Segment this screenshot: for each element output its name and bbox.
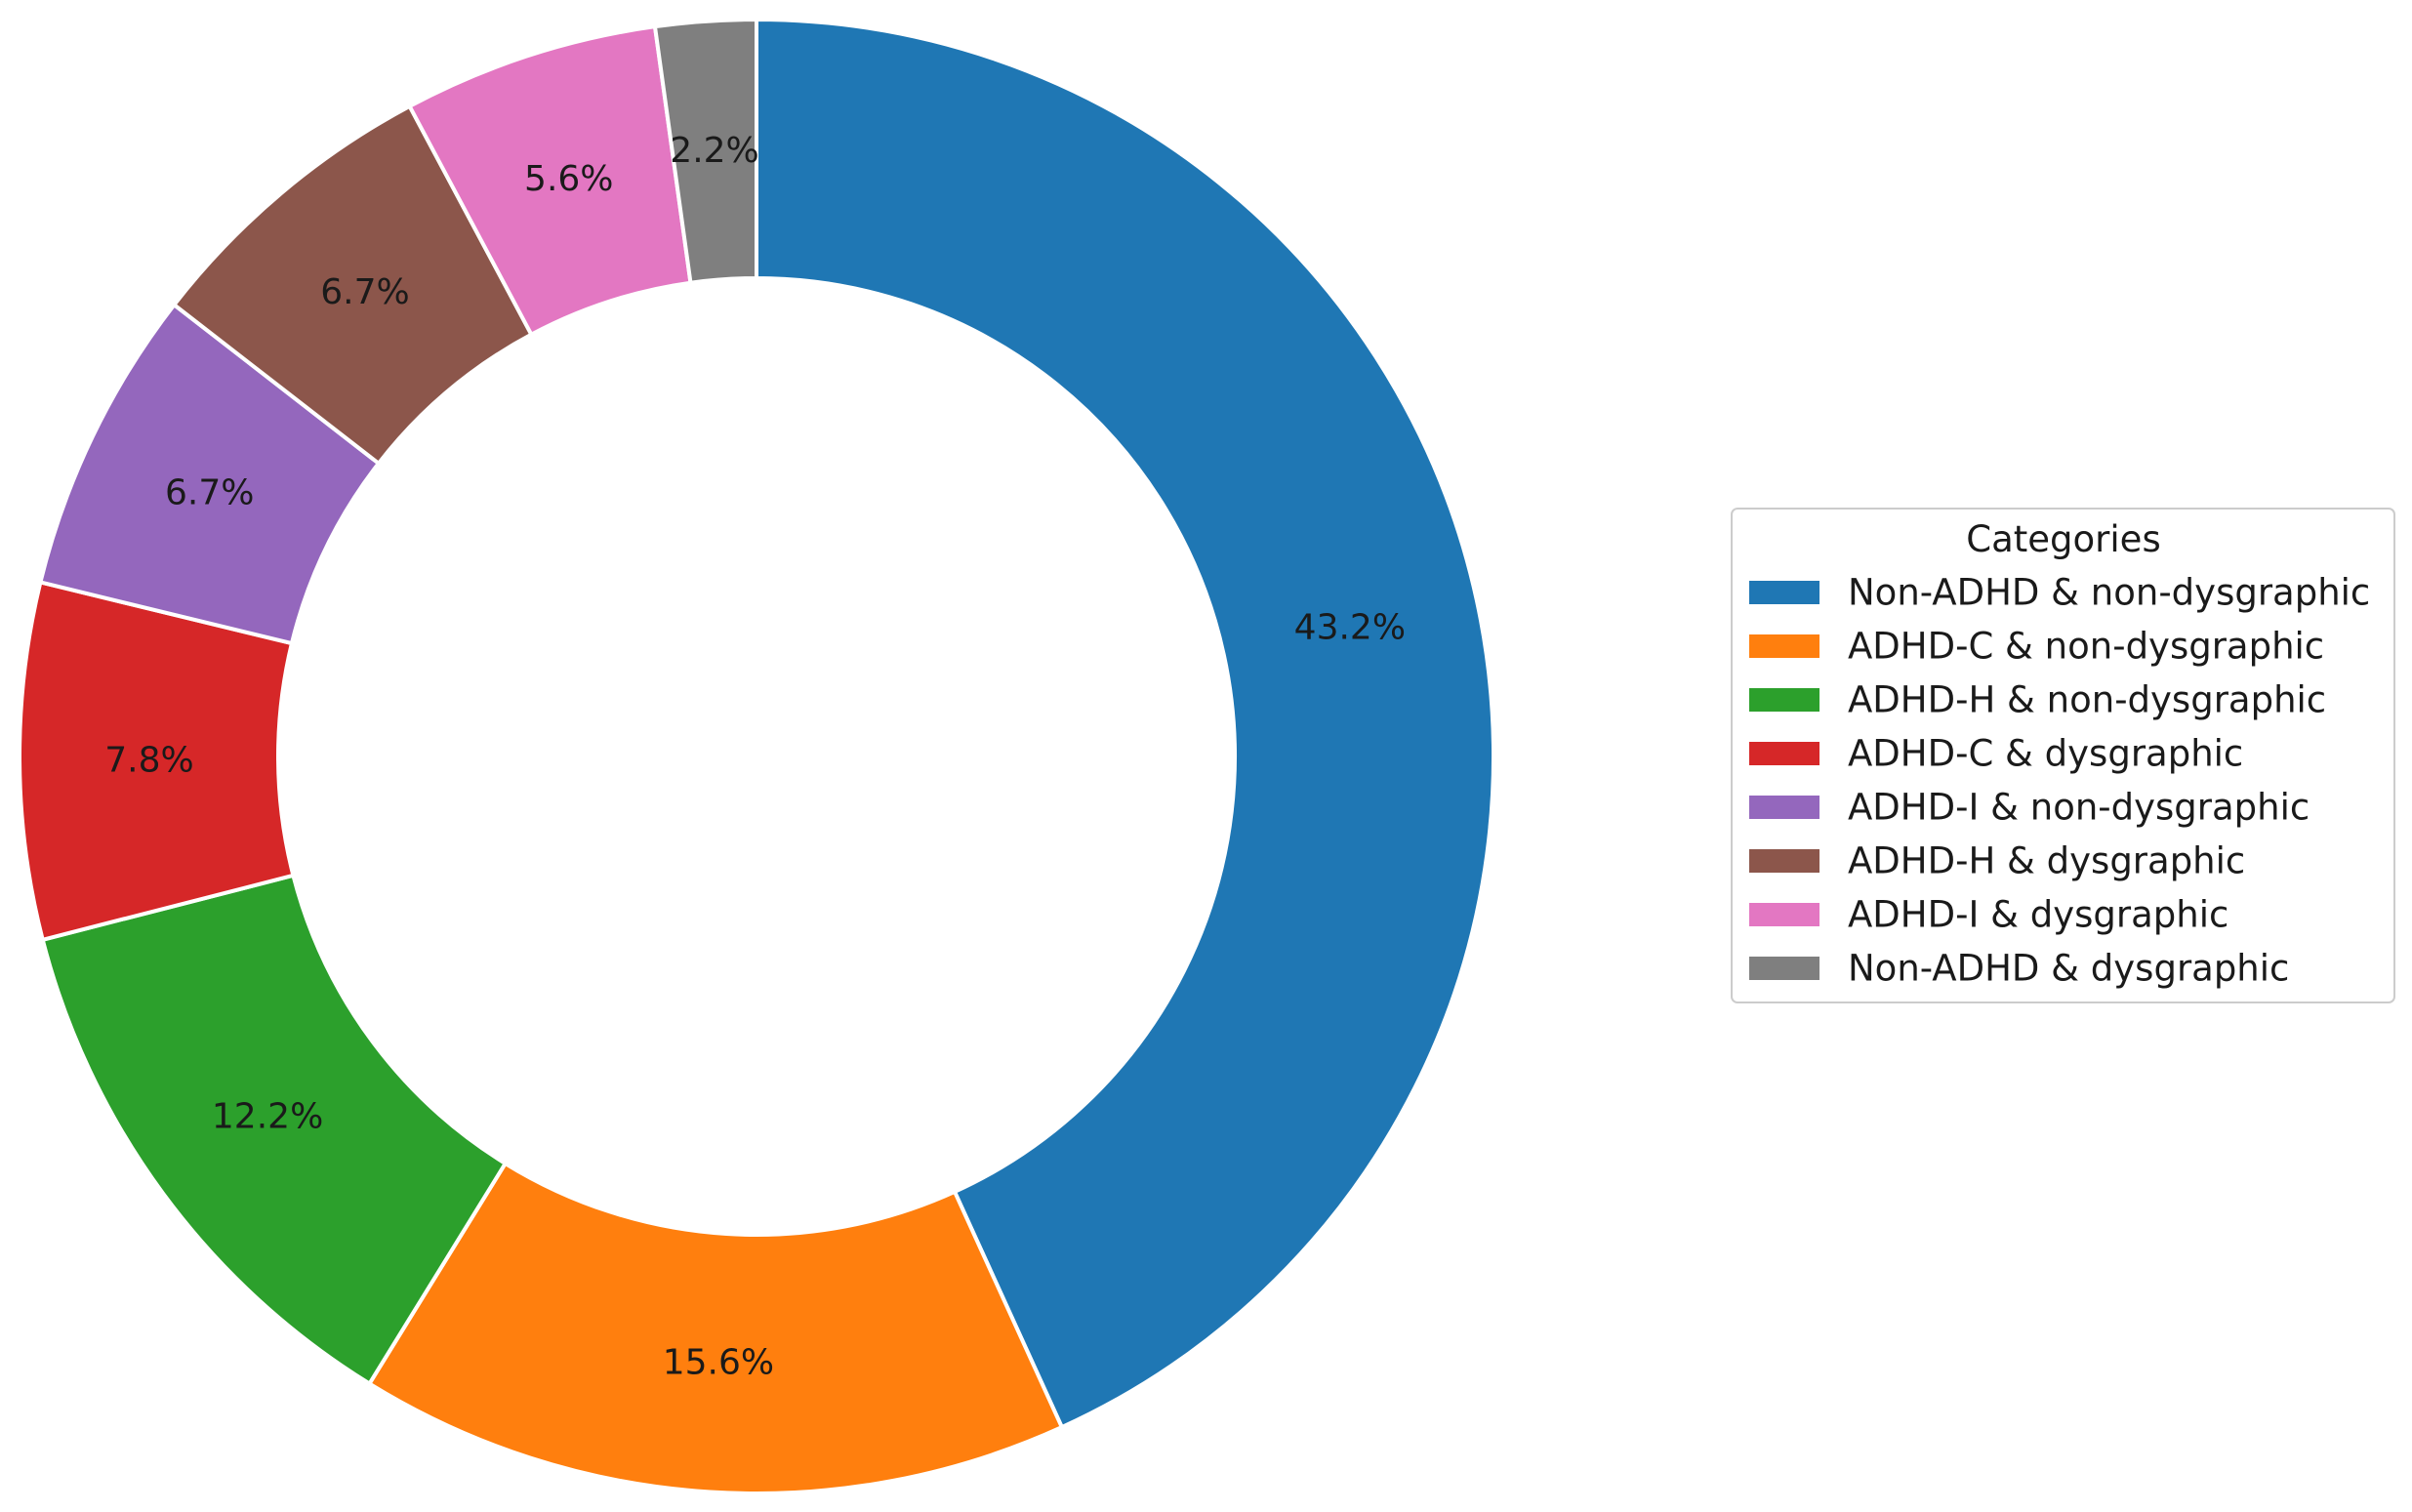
slice-adhd-h-and-non-dysgraphic: [40, 873, 508, 1386]
legend-label-non-adhd-and-dysgraphic: Non-ADHD & dysgraphic: [1848, 948, 2289, 990]
slice-label-adhd-i-and-dysgraphic: 5.6%: [524, 159, 613, 199]
slice-label-adhd-h-and-non-dysgraphic: 12.2%: [212, 1096, 323, 1136]
legend-label-adhd-i-and-dysgraphic: ADHD-I & dysgraphic: [1848, 894, 2228, 936]
slice-label-adhd-i-and-non-dysgraphic: 6.7%: [165, 472, 254, 512]
legend-label-adhd-c-and-dysgraphic: ADHD-C & dysgraphic: [1848, 733, 2243, 775]
legend-items: Non-ADHD & non-dysgraphic ADHD-C & non-dy…: [1749, 572, 2370, 990]
slice-label-non-adhd-and-dysgraphic: 2.2%: [670, 131, 758, 171]
legend-swatch-adhd-i-and-dysgraphic: [1749, 903, 1819, 926]
legend-swatch-non-adhd-and-dysgraphic: [1749, 957, 1819, 980]
legend-label-adhd-h-and-dysgraphic: ADHD-H & dysgraphic: [1848, 840, 2245, 882]
legend-frame: [1731, 508, 2395, 1003]
slice-non-adhd-and-non-dysgraphic: [755, 18, 1495, 1430]
donut-slices: [18, 18, 1495, 1495]
slice-label-adhd-h-and-dysgraphic: 6.7%: [320, 272, 409, 312]
slice-adhd-c-and-non-dysgraphic: [367, 1161, 1064, 1495]
legend-swatch-adhd-c-and-dysgraphic: [1749, 742, 1819, 765]
legend-swatch-adhd-h-and-dysgraphic: [1749, 849, 1819, 873]
legend-swatch-adhd-c-and-non-dysgraphic: [1749, 634, 1819, 658]
legend-swatch-adhd-i-and-non-dysgraphic: [1749, 796, 1819, 819]
legend-swatch-non-adhd-and-non-dysgraphic: [1749, 581, 1819, 604]
legend-label-adhd-i-and-non-dysgraphic: ADHD-I & non-dysgraphic: [1848, 787, 2310, 829]
legend-label-adhd-c-and-non-dysgraphic: ADHD-C & non-dysgraphic: [1848, 626, 2324, 668]
legend-title: Categories: [1966, 518, 2160, 560]
slice-non-adhd-and-dysgraphic: [652, 18, 758, 285]
slice-label-adhd-c-and-non-dysgraphic: 15.6%: [663, 1342, 774, 1382]
slice-label-non-adhd-and-non-dysgraphic: 43.2%: [1294, 608, 1406, 648]
slice-label-adhd-c-and-dysgraphic: 7.8%: [104, 740, 193, 780]
legend-label-adhd-h-and-non-dysgraphic: ADHD-H & non-dysgraphic: [1848, 679, 2326, 721]
legend-swatch-adhd-h-and-non-dysgraphic: [1749, 688, 1819, 712]
slice-labels: 43.2% 15.6% 12.2% 7.8% 6.7% 6.7% 5.6% 2.2%: [104, 131, 1406, 1382]
legend: Categories Non-ADHD & non-dysgraphic ADHD…: [1731, 508, 2395, 1003]
legend-label-non-adhd-and-non-dysgraphic: Non-ADHD & non-dysgraphic: [1848, 572, 2370, 614]
